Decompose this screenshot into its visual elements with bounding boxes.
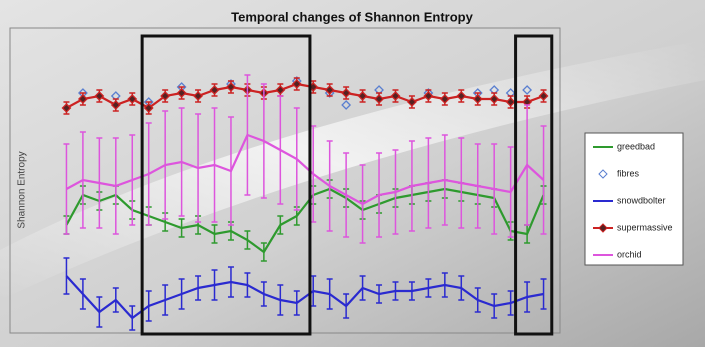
point-marker — [538, 91, 549, 101]
legend-label: snowdbolter — [617, 195, 666, 205]
point-marker — [423, 91, 434, 101]
chart-title: Temporal changes of Shannon Entropy — [231, 9, 473, 24]
point-marker — [193, 91, 203, 101]
point-marker — [489, 94, 500, 104]
series-line — [65, 133, 545, 206]
error-bar — [63, 143, 70, 235]
point-marker — [275, 85, 286, 95]
point-marker — [143, 103, 154, 113]
legend-label: orchid — [617, 249, 642, 259]
point-marker — [472, 94, 483, 104]
point-marker — [341, 88, 352, 98]
point-marker — [94, 91, 105, 101]
y-axis-label: Shannon Entropy — [17, 151, 28, 228]
point-marker — [505, 97, 516, 107]
point-marker — [522, 85, 533, 95]
point-marker — [439, 94, 450, 104]
point-marker — [209, 85, 220, 95]
point-marker — [374, 94, 384, 104]
legend-symbol — [598, 169, 608, 179]
point-marker — [407, 97, 417, 107]
point-marker — [110, 100, 121, 110]
point-marker — [160, 91, 171, 101]
point-marker — [226, 82, 236, 92]
highlight-box — [514, 34, 554, 336]
legend-label: fibres — [617, 168, 640, 178]
point-marker — [61, 103, 72, 113]
point-marker — [77, 94, 88, 104]
point-marker — [127, 94, 138, 104]
series-line — [65, 275, 544, 320]
legend-label: supermassive — [617, 222, 673, 232]
series-line — [65, 187, 545, 254]
point-marker — [176, 88, 187, 98]
legend-symbol — [598, 223, 608, 233]
point-marker — [341, 100, 352, 110]
point-marker — [357, 91, 368, 101]
point-marker — [324, 85, 335, 95]
legend-label: greedbad — [617, 141, 655, 151]
point-marker — [456, 91, 467, 101]
point-marker — [291, 79, 302, 89]
error-bar — [63, 257, 70, 295]
highlight-box — [140, 34, 312, 336]
point-marker — [390, 91, 401, 101]
legend-box — [584, 132, 684, 266]
